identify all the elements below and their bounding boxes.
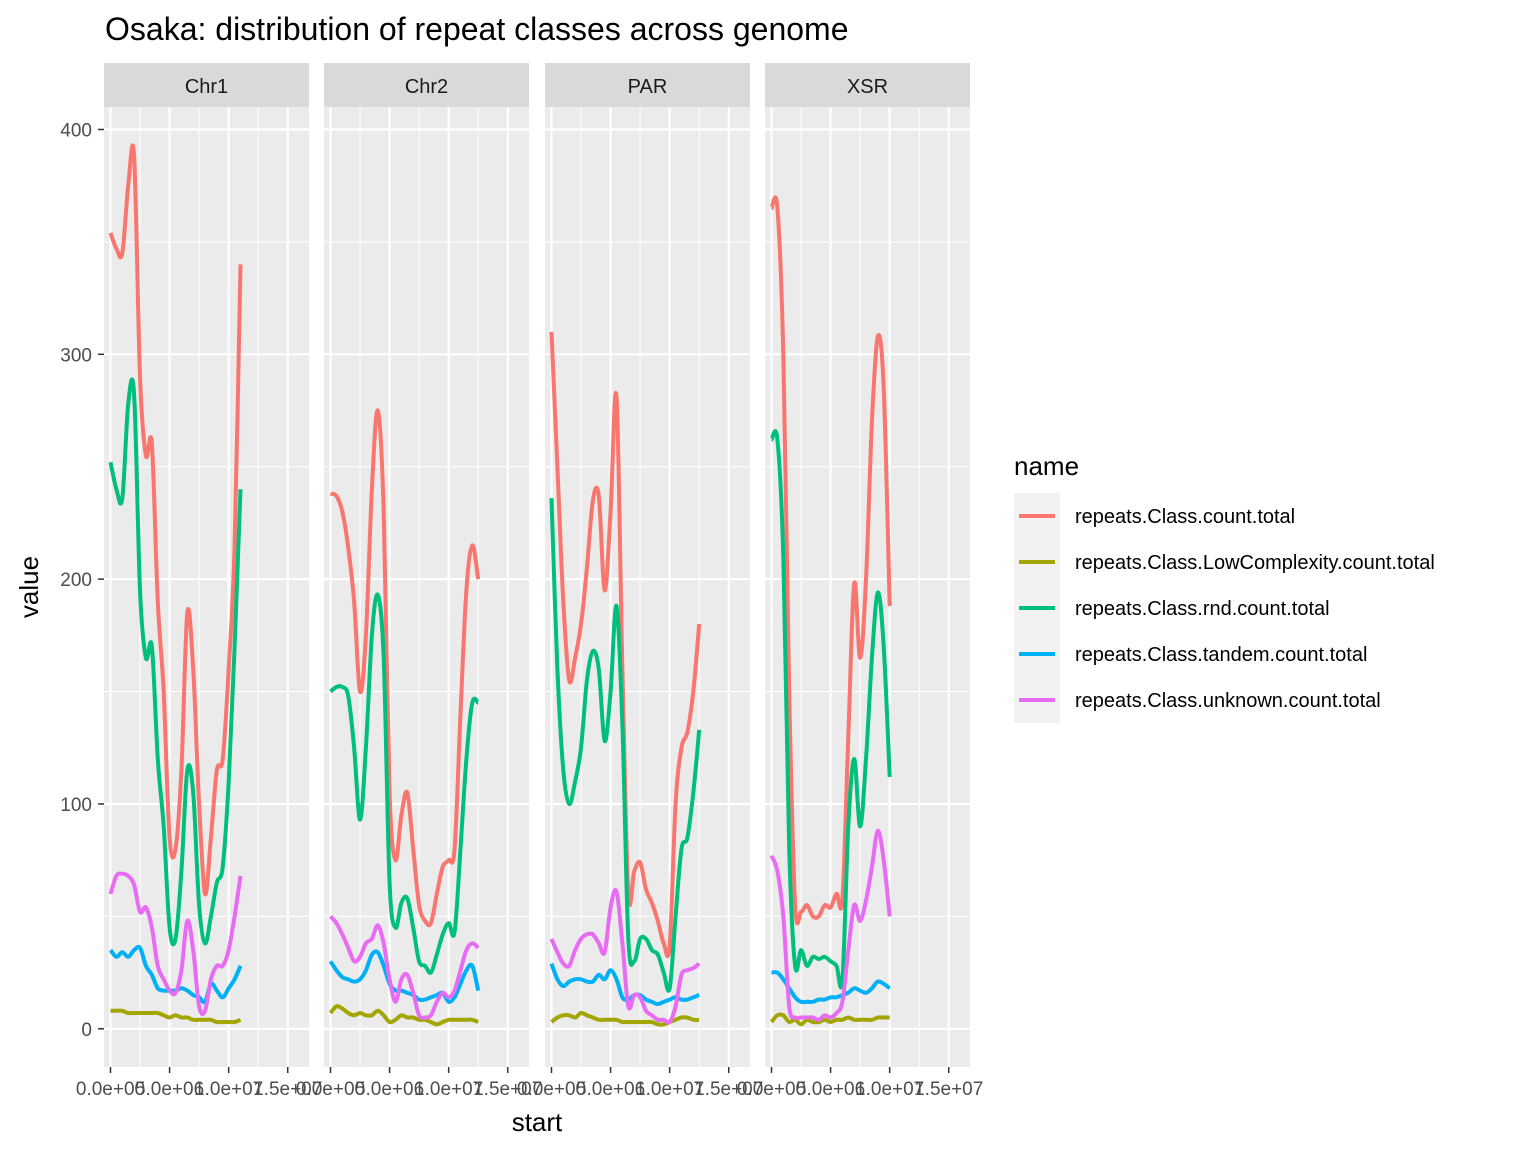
series-line-repeats-class-tandem-count-total (328, 949, 481, 1004)
facet-panel-chr2: Chr2 0.0e+005.0e+061.0e+071.5e+07 (296, 63, 542, 1100)
legend-entry-label: repeats.Class.rnd.count.total (1075, 598, 1330, 620)
x-tick-label: 1.5e+07 (694, 1079, 763, 1100)
facet-strip (104, 63, 309, 107)
legend-entry-label: repeats.Class.count.total (1075, 506, 1295, 528)
facet-strip (765, 63, 970, 107)
x-tick-label: 0.0e+00 (737, 1079, 806, 1100)
x-tick-label: 1.0e+07 (194, 1079, 263, 1100)
series-line-repeats-class-rnd-count-total (108, 377, 243, 947)
x-tick-label: 1.5e+07 (473, 1079, 542, 1100)
x-tick-label: 5.0e+06 (135, 1079, 204, 1100)
y-axis-title: value (14, 556, 44, 618)
facet-panel-xsr: XSR 0.0e+005.0e+061.0e+071.5e+07 (737, 63, 983, 1100)
x-tick-label: 5.0e+06 (576, 1079, 645, 1100)
legend: name repeats.Class.count.total repeats.Cl… (1014, 451, 1435, 723)
series-line-repeats-class-rnd-count-total (769, 429, 892, 990)
series-line-repeats-class-lowcomplexity-count-total (110, 1008, 242, 1025)
y-tick-label: 100 (60, 795, 92, 816)
panel-background (324, 107, 529, 1067)
x-tick-label: 5.0e+06 (796, 1079, 865, 1100)
x-axis-title: start (512, 1107, 563, 1137)
y-tick-label: 200 (60, 570, 92, 591)
series-line-repeats-class-rnd-count-total (329, 592, 481, 975)
panel-background (104, 107, 309, 1067)
legend-entry-label: repeats.Class.unknown.count.total (1075, 690, 1381, 712)
facet-strip-label: Chr1 (185, 76, 228, 98)
x-tick-label: 5.0e+06 (355, 1079, 424, 1100)
series-line-repeats-class-tandem-count-total (771, 970, 891, 1005)
series-line-repeats-class-lowcomplexity-count-total (550, 1010, 700, 1027)
y-tick-label: 400 (60, 120, 92, 141)
y-tick-label: 300 (60, 345, 92, 366)
legend-entry-label: repeats.Class.tandem.count.total (1075, 644, 1367, 666)
series-line-repeats-class-lowcomplexity-count-total (769, 1012, 890, 1027)
series-line-repeats-class-unknown-count-total (769, 828, 892, 1022)
x-tick-label: 0.0e+00 (517, 1079, 586, 1100)
legend-title: name (1014, 451, 1079, 481)
x-tick-label: 1.0e+07 (635, 1079, 704, 1100)
x-tick-label: 1.5e+07 (914, 1079, 983, 1100)
series-line-repeats-class-count-total (329, 408, 481, 928)
panel-background (545, 107, 750, 1067)
x-tick-label: 0.0e+00 (76, 1079, 145, 1100)
series-line-repeats-class-count-total (108, 143, 243, 897)
facet-strip-label: PAR (628, 76, 668, 98)
y-axis: 0 100 200 300 400 (60, 120, 104, 1041)
series-line-repeats-class-count-total (769, 195, 892, 926)
x-tick-label: 1.5e+07 (253, 1079, 322, 1100)
chart-title: Osaka: distribution of repeat classes ac… (105, 11, 848, 47)
series-line-repeats-class-lowcomplexity-count-total (328, 1004, 479, 1027)
facet-panels: Chr10.0e+005.0e+061.0e+071.5e+07Chr20.0e… (76, 63, 983, 1100)
facet-strip (545, 63, 750, 107)
x-tick-label: 0.0e+00 (296, 1079, 365, 1100)
x-tick-label: 1.0e+07 (855, 1079, 924, 1100)
series-line-repeats-class-unknown-count-total (549, 888, 701, 1025)
facet-strip (324, 63, 529, 107)
facet-strip-label: XSR (847, 76, 888, 98)
facet-strip-label: Chr2 (405, 76, 448, 98)
x-tick-label: 1.0e+07 (414, 1079, 483, 1100)
series-line-repeats-class-rnd-count-total (549, 498, 702, 993)
series-line-repeats-class-unknown-count-total (329, 915, 480, 1020)
facet-panel-chr1: Chr1 0.0e+005.0e+061.0e+071.5e+07 (76, 63, 322, 1100)
series-line-repeats-class-unknown-count-total (108, 871, 243, 1017)
y-tick-label: 0 (81, 1020, 92, 1041)
series-line-repeats-class-count-total (549, 331, 702, 959)
legend-entry-label: repeats.Class.LowComplexity.count.total (1075, 552, 1435, 574)
facet-panel-par: PAR 0.0e+005.0e+061.0e+071.5e+07 (517, 63, 763, 1100)
